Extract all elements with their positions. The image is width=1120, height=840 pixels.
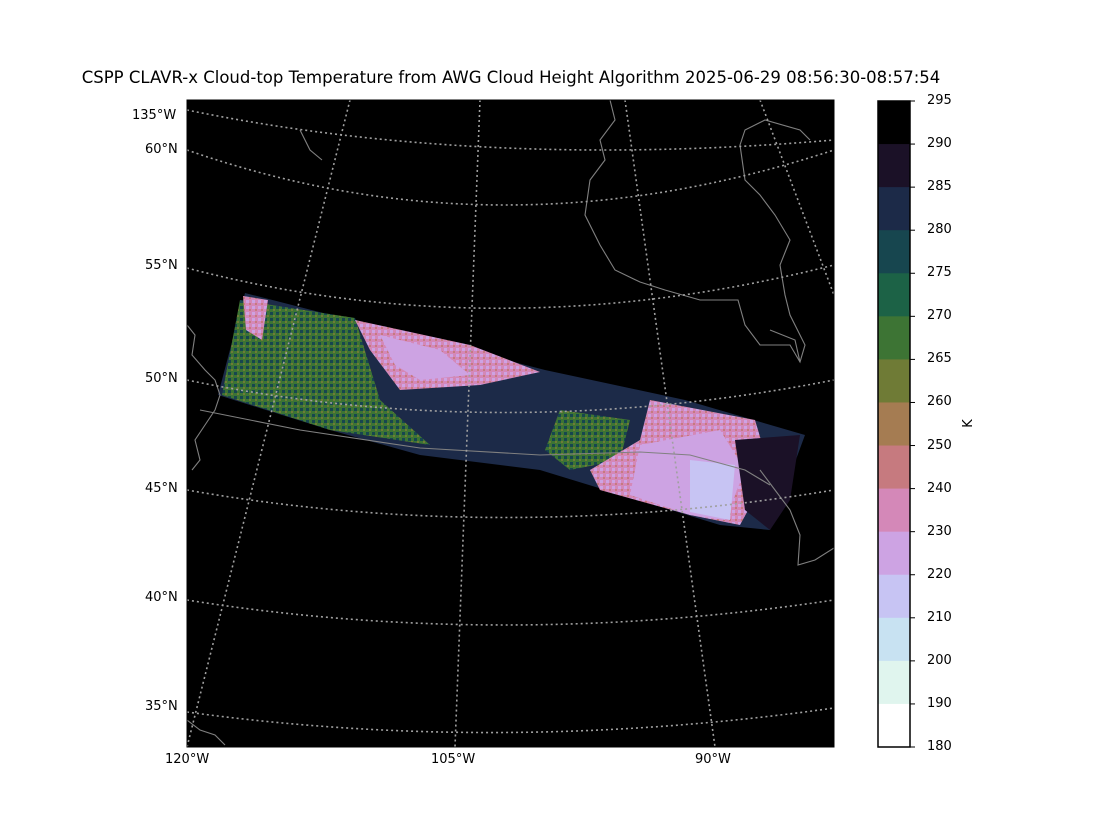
lat-label-55n: 55°N xyxy=(145,258,178,273)
graticule-lon-120 xyxy=(187,100,351,747)
colorbar-tick-label: 290 xyxy=(927,136,952,152)
map-frame xyxy=(186,99,835,748)
figure-title: CSPP CLAVR-x Cloud-top Temperature from … xyxy=(81,68,941,87)
lat-label-60n: 60°N xyxy=(145,142,178,157)
lat-label-40n: 40°N xyxy=(145,590,178,605)
lat-label-50n: 50°N xyxy=(145,371,178,386)
colorbar-tick-label: 270 xyxy=(927,308,952,324)
colorbar-segment xyxy=(878,660,910,705)
colorbar-unit-label: K xyxy=(960,419,976,428)
lat-label-135w: 135°W xyxy=(132,108,177,123)
colorbar-segment xyxy=(878,703,910,748)
colorbar-tick-label: 280 xyxy=(927,222,952,238)
coastline-pacific xyxy=(187,324,221,471)
graticule-lat-65 xyxy=(187,109,834,151)
colorbar-tick-label: 265 xyxy=(927,351,952,367)
coastlines xyxy=(187,100,834,746)
swath-green-mid xyxy=(545,410,630,470)
colorbar-tick-label: 180 xyxy=(927,739,952,754)
colorbar-segment xyxy=(878,359,910,403)
graticule-lat-60 xyxy=(187,149,834,206)
lon-label-90w: 90°W xyxy=(695,752,731,767)
colorbar-tick-label: 275 xyxy=(927,265,952,281)
lat-label-45n: 45°N xyxy=(145,481,178,496)
colorbar-tick-label: 295 xyxy=(927,93,952,108)
colorbar-segment xyxy=(878,574,910,619)
colorbar-tick-label: 210 xyxy=(927,609,952,625)
graticule-lat-45 xyxy=(187,489,834,519)
coastline-james-bay xyxy=(769,329,801,363)
colorbar-tick-label: 220 xyxy=(927,566,952,582)
swath-green-west xyxy=(222,300,430,445)
coastline-sw xyxy=(187,719,226,746)
colorbar-segment xyxy=(878,187,910,231)
swath-pink-north xyxy=(355,320,540,390)
colorbar-tick-label: 240 xyxy=(927,480,952,496)
colorbar-segment xyxy=(878,101,910,145)
swath-dark-east xyxy=(735,435,800,530)
colorbar-segment xyxy=(878,144,910,188)
colorbar-segment xyxy=(878,488,910,533)
swath-pink-west xyxy=(243,296,268,340)
colorbar-segment xyxy=(878,273,910,317)
coastline-hudson-bay xyxy=(584,100,811,364)
colorbar-segment xyxy=(878,402,910,447)
colorbar-tick-label: 250 xyxy=(927,437,952,453)
colorbar-tick-label: 230 xyxy=(927,523,952,539)
graticule-lat-50 xyxy=(187,379,834,414)
colorbar-tick-label: 200 xyxy=(927,652,952,668)
graticule-lat-40 xyxy=(187,599,834,626)
coastline-bay-east xyxy=(759,469,834,566)
cloud-swath xyxy=(218,293,805,530)
colorbar-segment xyxy=(878,617,910,662)
colorbar-tick-label: 285 xyxy=(927,179,952,195)
lon-label-120w: 120°W xyxy=(165,752,210,767)
colorbar-segment xyxy=(878,531,910,576)
colorbar-frame xyxy=(877,100,911,748)
lon-label-105w: 105°W xyxy=(431,752,476,767)
coastline-islands xyxy=(299,129,323,161)
graticule-lon-90 xyxy=(624,100,716,747)
colorbar-segment xyxy=(878,230,910,274)
graticule-lat-55 xyxy=(187,264,834,310)
colorbar-tick-label: 260 xyxy=(927,394,952,410)
swath-pale-east xyxy=(690,460,735,520)
graticule xyxy=(187,100,834,747)
lat-label-35n: 35°N xyxy=(145,699,178,714)
swath-lavender-north xyxy=(380,335,470,380)
colorbar xyxy=(877,100,915,748)
us-canada-border xyxy=(199,409,771,486)
map-area xyxy=(187,100,834,747)
colorbar-segment xyxy=(878,316,910,360)
colorbar-tick-label: 190 xyxy=(927,695,952,711)
colorbar-segment xyxy=(878,445,910,490)
